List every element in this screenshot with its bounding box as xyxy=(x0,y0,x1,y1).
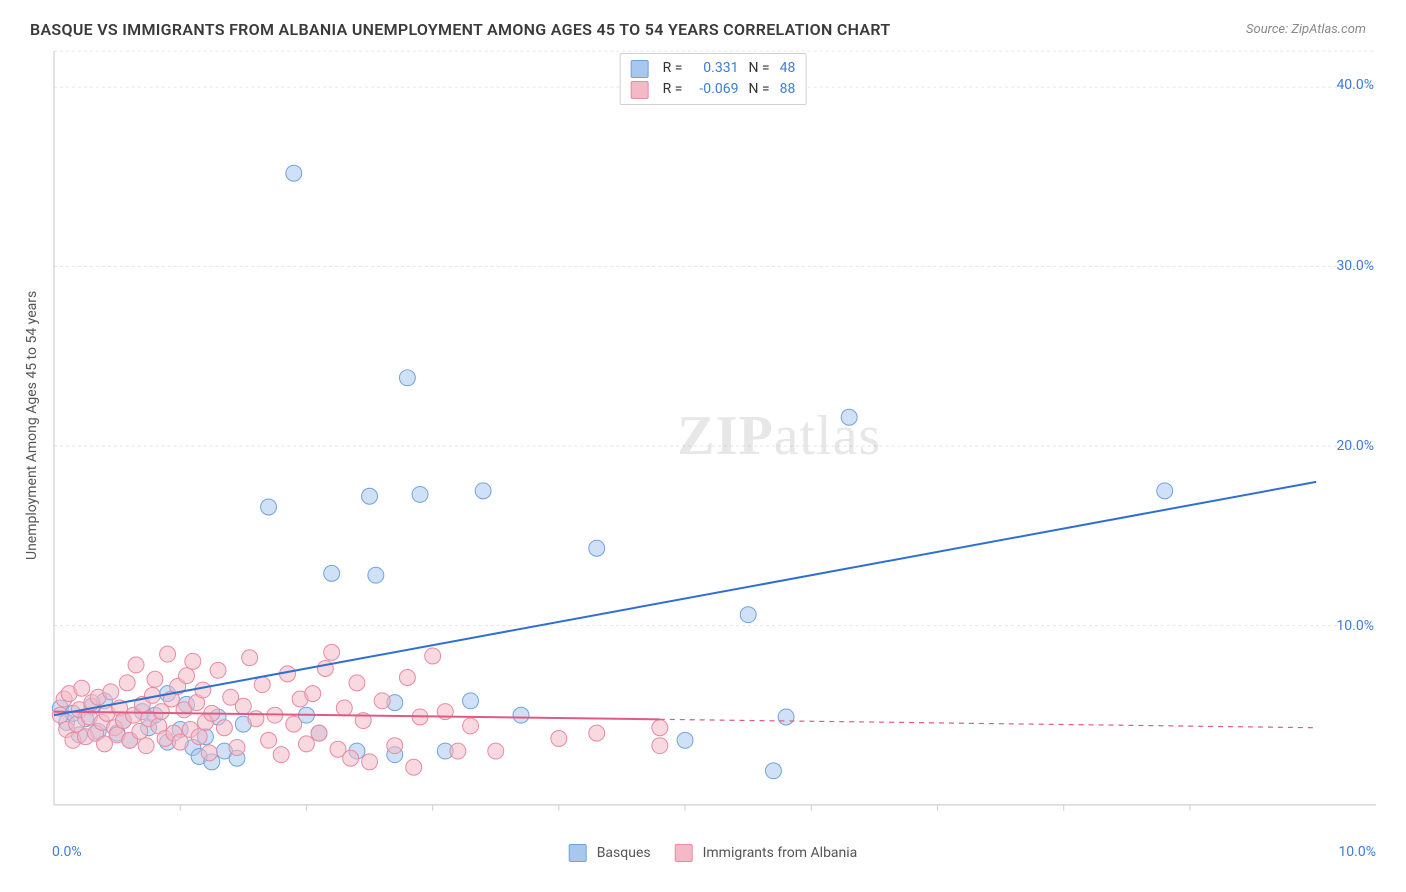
title-row: BASQUE VS IMMIGRANTS FROM ALBANIA UNEMPL… xyxy=(20,20,1376,39)
swatch-basques-bottom-icon xyxy=(569,844,587,862)
y-axis-label: Unemployment Among Ages 45 to 54 years xyxy=(20,45,44,805)
swatch-albania-bottom-icon xyxy=(675,844,693,862)
r-label-1: R = xyxy=(663,58,683,79)
correlation-legend: R = 0.331 N = 48 R = -0.069 N = 88 xyxy=(620,53,807,105)
legend-row-2: R = -0.069 N = 88 xyxy=(631,79,796,100)
chart-title: BASQUE VS IMMIGRANTS FROM ALBANIA UNEMPL… xyxy=(30,20,891,39)
swatch-basques-icon xyxy=(631,60,649,78)
plot-area: R = 0.331 N = 48 R = -0.069 N = 88 ZIPat… xyxy=(50,45,1376,860)
plot-wrap: Unemployment Among Ages 45 to 54 years R… xyxy=(20,45,1376,860)
scatter-chart xyxy=(50,45,1376,835)
x-axis-min-label: 0.0% xyxy=(52,844,82,860)
source-label: Source: ZipAtlas.com xyxy=(1246,22,1366,37)
legend-item-basques: Basques xyxy=(569,844,651,862)
y-tick-label: 10.0% xyxy=(1336,618,1374,634)
n-value-1: 48 xyxy=(780,58,796,79)
r-value-1: 0.331 xyxy=(692,58,738,79)
y-tick-label: 20.0% xyxy=(1336,438,1374,454)
series-legend: Basques Immigrants from Albania xyxy=(569,844,858,862)
r-label-2: R = xyxy=(663,79,683,100)
n-label-2: N = xyxy=(748,79,769,100)
x-axis-max-label: 10.0% xyxy=(1338,844,1376,860)
chart-container: BASQUE VS IMMIGRANTS FROM ALBANIA UNEMPL… xyxy=(0,0,1406,892)
r-value-2: -0.069 xyxy=(692,79,738,100)
n-value-2: 88 xyxy=(780,79,796,100)
legend-label-basques: Basques xyxy=(597,845,651,861)
y-tick-label: 30.0% xyxy=(1336,258,1374,274)
legend-label-albania: Immigrants from Albania xyxy=(703,845,858,861)
swatch-albania-icon xyxy=(631,81,649,99)
legend-row-1: R = 0.331 N = 48 xyxy=(631,58,796,79)
n-label-1: N = xyxy=(748,58,769,79)
y-tick-label: 40.0% xyxy=(1336,77,1374,93)
legend-item-albania: Immigrants from Albania xyxy=(675,844,858,862)
